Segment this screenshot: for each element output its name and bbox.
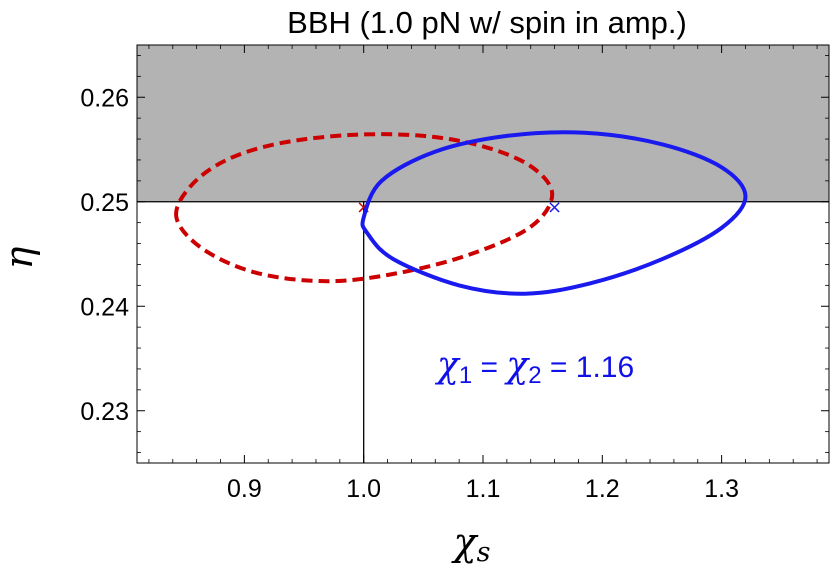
x-tick-label: 1.0 <box>346 475 381 503</box>
x-axis-label: χs <box>451 520 491 567</box>
x-ticks: 0.9 1.0 1.1 1.2 1.3 <box>148 45 818 503</box>
x-tick-label: 1.1 <box>466 475 501 503</box>
y-tick-label: 0.24 <box>80 293 129 321</box>
y-tick-label: 0.23 <box>80 398 129 426</box>
y-tick-label: 0.26 <box>80 84 129 112</box>
series-2-contour <box>360 130 748 296</box>
x-tick-label: 1.3 <box>704 475 739 503</box>
series-1-contour <box>174 132 555 284</box>
shaded-region <box>137 45 829 202</box>
y-ticks: 0.23 0.24 0.25 0.26 <box>80 55 829 453</box>
annotation-spin-values: χ1 = χ2 = 1.16 <box>434 345 634 389</box>
y-axis-label: η <box>0 246 41 269</box>
x-tick-label: 0.9 <box>227 475 262 503</box>
chart-title: BBH (1.0 pN w/ spin in amp.) <box>287 5 687 40</box>
x-tick-label: 1.2 <box>585 475 620 503</box>
y-tick-label: 0.25 <box>80 189 129 217</box>
series-2-marker: × <box>547 197 562 218</box>
plot-area: × × 0.9 1.0 1.1 1.2 1.3 0.23 0.24 0.25 0.26 <box>80 44 830 503</box>
x-axis-label-subscript: s <box>477 537 491 567</box>
series-group: × × <box>174 130 748 296</box>
